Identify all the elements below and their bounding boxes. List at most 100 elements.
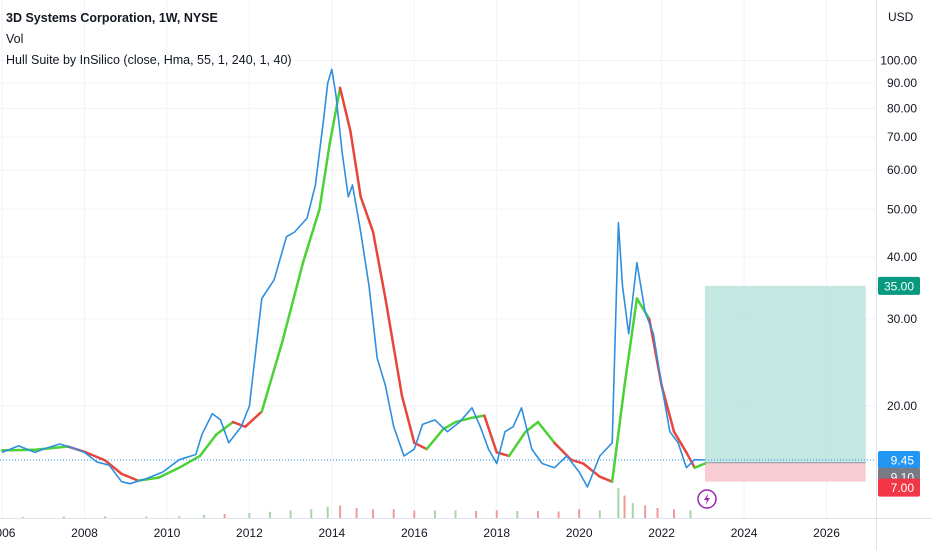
volume-bar: [203, 515, 206, 518]
volume-bar: [289, 510, 292, 518]
volume-bar: [516, 511, 519, 518]
lightning-bolt-icon: [703, 493, 710, 505]
y-tick-label: 50.00: [887, 202, 917, 216]
volume-bar: [631, 503, 634, 518]
legend-title[interactable]: 3D Systems Corporation, 1W, NYSE: [6, 11, 218, 25]
hull-segment: [425, 427, 445, 451]
volume-bar: [536, 511, 539, 518]
position-tool: [704, 285, 866, 482]
hull-segment: [231, 420, 247, 428]
volume-bar: [454, 510, 457, 518]
volume-bar: [145, 516, 148, 518]
hull-segment: [454, 416, 474, 424]
y-tick-label: 40.00: [887, 250, 917, 264]
hull-segment: [103, 459, 123, 476]
hull-segment: [349, 129, 362, 199]
x-tick-label: 2008: [71, 526, 98, 540]
hull-segment: [507, 430, 527, 458]
x-tick-label: 2016: [401, 526, 428, 540]
hull-segment: [400, 394, 416, 445]
price-line[interactable]: [1, 68, 705, 488]
hull-segment: [83, 450, 107, 462]
volume-bar: [326, 506, 329, 518]
x-tick-label: 2014: [318, 526, 345, 540]
volume-bars: [21, 488, 692, 518]
price-tag-target[interactable]: [878, 276, 920, 295]
hull-segment: [371, 230, 387, 300]
volume-bar: [269, 511, 272, 518]
chart-legend: 3D Systems Corporation, 1W, NYSE Vol Hul…: [6, 8, 292, 71]
hull-segment: [672, 430, 688, 454]
y-tick-label: 80.00: [887, 101, 917, 115]
volume-bar: [475, 511, 478, 518]
hull-segment: [359, 195, 375, 234]
hull-segment: [441, 420, 457, 431]
volume-bar: [557, 511, 560, 518]
legend-volume[interactable]: Vol: [6, 32, 24, 46]
volume-bar: [248, 513, 251, 518]
y-tick-label: 90.00: [887, 76, 917, 90]
hull-segment: [157, 466, 181, 479]
legend-indicator[interactable]: Hull Suite by InSilico (close, Hma, 55, …: [6, 53, 292, 67]
y-tick-label: 60.00: [887, 163, 917, 177]
hull-segment: [281, 261, 305, 343]
volume-bar: [433, 510, 436, 518]
volume-bar: [495, 510, 498, 518]
volume-bar: [413, 510, 416, 518]
price-tag-target-text: 35.00: [884, 279, 914, 293]
x-tick-label: 2006: [0, 526, 16, 540]
hull-segment: [338, 86, 352, 133]
x-tick-label: 2022: [648, 526, 675, 540]
grid: [0, 0, 876, 518]
hull-segment: [301, 208, 321, 264]
volume-bar: [310, 509, 313, 518]
hull-segment: [582, 462, 602, 478]
target-zone[interactable]: [704, 285, 866, 463]
hull-segment: [536, 420, 556, 445]
hull-segment: [610, 384, 626, 483]
volume-bar: [21, 516, 24, 518]
volume-bar: [355, 508, 358, 518]
x-tick-label: 2026: [813, 526, 840, 540]
hull-segment: [215, 420, 235, 436]
volume-bar: [578, 509, 581, 518]
hull-segment: [384, 297, 404, 397]
hull-segment: [483, 414, 498, 454]
price-tag-stop[interactable]: [878, 478, 920, 497]
volume-bar: [656, 508, 659, 518]
volume-bar: [623, 495, 626, 518]
icons: [697, 489, 717, 509]
hull-segment: [623, 297, 639, 387]
hull-segment: [260, 340, 284, 413]
hull-segment: [120, 472, 140, 482]
volume-bar: [644, 505, 647, 518]
volume-bar: [339, 505, 342, 518]
hull-segment: [178, 454, 202, 469]
volume-bar: [178, 516, 181, 518]
price-tag-stop-text: 7.00: [891, 481, 915, 495]
y-tick-label: 20.00: [887, 399, 917, 413]
hull-segment: [318, 142, 332, 211]
y-tick-label: 100.00: [880, 54, 917, 68]
volume-bar: [673, 509, 676, 518]
currency-label: USD: [888, 10, 914, 24]
hull-segment: [328, 86, 342, 145]
series-lines: [0, 68, 707, 488]
y-tick-label: 30.00: [887, 312, 917, 326]
y-tick-label: 70.00: [887, 130, 917, 144]
x-tick-label: 2012: [236, 526, 263, 540]
volume-bar: [617, 488, 620, 518]
hull-segment: [198, 433, 218, 458]
price-tag-current[interactable]: [878, 451, 920, 470]
volume-bar: [62, 516, 65, 518]
volume-bar: [598, 510, 601, 518]
stop-zone[interactable]: [704, 462, 866, 482]
price-tag-current-text: 9.45: [891, 454, 915, 468]
volume-bar: [223, 514, 226, 518]
x-tick-label: 2024: [731, 526, 758, 540]
x-tick-label: 2010: [154, 526, 181, 540]
price-labels: 35.009.459.107.00: [878, 276, 920, 497]
